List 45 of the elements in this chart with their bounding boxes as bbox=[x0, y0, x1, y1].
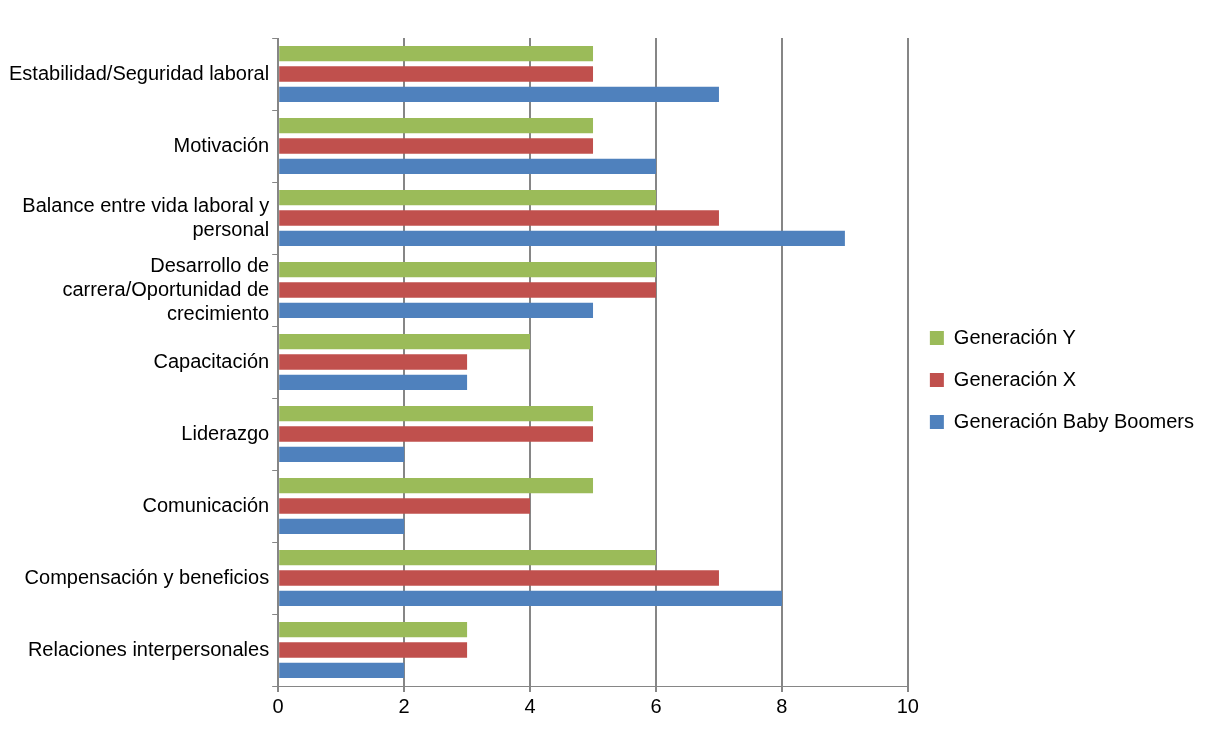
y-tick-label: Capacitación bbox=[153, 349, 270, 372]
y-tick-label: Liderazgo bbox=[181, 421, 270, 444]
bar bbox=[279, 477, 594, 494]
bar bbox=[279, 374, 468, 391]
bar bbox=[279, 261, 656, 278]
bar bbox=[279, 230, 845, 247]
bar bbox=[279, 138, 594, 154]
bar bbox=[279, 446, 405, 463]
bar bbox=[279, 86, 719, 103]
bar bbox=[279, 158, 656, 175]
bar bbox=[279, 189, 656, 206]
x-tick-label: 8 bbox=[776, 694, 788, 717]
y-tick-label: Relaciones interpersonales bbox=[27, 637, 270, 660]
bar bbox=[279, 498, 531, 514]
bar bbox=[279, 117, 594, 134]
bar bbox=[279, 282, 656, 298]
legend-label: Generación X bbox=[953, 367, 1077, 390]
x-tick-label: 6 bbox=[650, 694, 662, 717]
y-tick-label: Balance entre vida laboral y personal bbox=[22, 193, 270, 240]
y-tick-label: Comunicación bbox=[142, 493, 270, 516]
bar bbox=[279, 570, 719, 586]
bar bbox=[279, 302, 594, 319]
bar bbox=[279, 549, 656, 566]
bar bbox=[279, 210, 719, 226]
x-tick-label: 0 bbox=[272, 694, 284, 717]
y-tick-label: Estabilidad/Seguridad laboral bbox=[8, 61, 270, 84]
bar bbox=[279, 354, 468, 370]
bar bbox=[279, 45, 594, 62]
x-tick-label: 2 bbox=[398, 694, 410, 717]
bar bbox=[279, 642, 468, 658]
bar bbox=[279, 621, 468, 638]
bar bbox=[279, 66, 594, 82]
y-tick-label: Compensación y beneficios bbox=[24, 565, 270, 588]
bar bbox=[279, 333, 531, 350]
legend-label: Generación Baby Boomers bbox=[953, 409, 1195, 432]
bar bbox=[279, 405, 594, 422]
y-tick-label: Motivación bbox=[173, 133, 270, 156]
bar bbox=[279, 426, 594, 442]
x-tick-label: 4 bbox=[524, 694, 536, 717]
x-tick-label: 10 bbox=[896, 694, 919, 717]
bar bbox=[279, 518, 405, 535]
bar bbox=[279, 590, 782, 607]
bar bbox=[279, 662, 405, 679]
legend-label: Generación Y bbox=[953, 325, 1076, 348]
y-tick-label: Desarrollo de carrera/Oportunidad de crecimiento bbox=[62, 253, 270, 324]
